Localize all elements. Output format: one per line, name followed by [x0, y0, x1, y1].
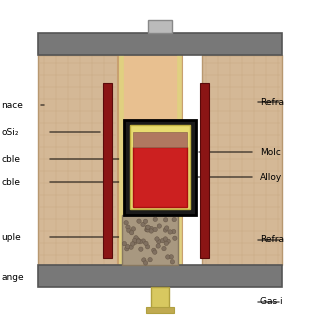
Circle shape: [146, 225, 150, 229]
Bar: [200, 83, 209, 258]
Circle shape: [156, 239, 161, 244]
Circle shape: [165, 255, 170, 259]
Circle shape: [129, 245, 133, 249]
Circle shape: [164, 226, 169, 230]
Text: Refra: Refra: [260, 236, 284, 244]
Circle shape: [164, 241, 168, 245]
Bar: [133, 132, 187, 147]
Text: ange: ange: [1, 273, 24, 282]
Bar: [103, 83, 112, 258]
Circle shape: [141, 222, 145, 227]
Text: oSi₂: oSi₂: [1, 127, 19, 137]
Circle shape: [153, 250, 157, 254]
Circle shape: [139, 247, 143, 252]
Circle shape: [141, 239, 146, 243]
Circle shape: [143, 261, 148, 265]
Circle shape: [142, 258, 146, 262]
Circle shape: [163, 228, 168, 232]
Bar: [118, 55, 182, 265]
Circle shape: [122, 242, 127, 246]
Circle shape: [137, 219, 141, 223]
Bar: [202, 55, 282, 265]
Circle shape: [138, 239, 142, 244]
Circle shape: [124, 247, 129, 251]
Text: nace: nace: [1, 100, 23, 109]
Text: cble: cble: [1, 178, 20, 187]
Bar: [133, 147, 187, 207]
Circle shape: [125, 244, 130, 249]
Bar: [130, 125, 190, 209]
Circle shape: [157, 224, 162, 228]
Circle shape: [164, 218, 168, 222]
Bar: [122, 215, 178, 265]
Circle shape: [143, 219, 148, 223]
Bar: [119, 55, 123, 265]
Circle shape: [133, 240, 137, 244]
Circle shape: [144, 241, 148, 245]
Circle shape: [162, 246, 166, 251]
Circle shape: [145, 225, 149, 229]
Circle shape: [127, 228, 131, 233]
Circle shape: [163, 237, 168, 241]
Bar: [38, 265, 282, 287]
Circle shape: [155, 237, 159, 241]
Circle shape: [126, 225, 130, 229]
Bar: [38, 55, 118, 265]
Circle shape: [156, 244, 160, 248]
Circle shape: [172, 217, 176, 222]
Circle shape: [160, 238, 165, 243]
Circle shape: [168, 230, 172, 234]
Bar: [124, 120, 196, 215]
Circle shape: [149, 226, 153, 231]
Text: Furn: Furn: [260, 39, 280, 49]
Text: Refra: Refra: [260, 98, 284, 107]
Circle shape: [145, 244, 150, 249]
Circle shape: [130, 230, 134, 235]
Circle shape: [172, 229, 176, 234]
Text: Molc: Molc: [260, 148, 281, 156]
Circle shape: [124, 220, 128, 225]
Circle shape: [136, 238, 140, 242]
Circle shape: [173, 236, 177, 240]
Text: uple: uple: [1, 233, 21, 242]
Text: Gas i: Gas i: [260, 298, 283, 307]
Circle shape: [145, 228, 149, 232]
Circle shape: [170, 260, 175, 264]
Text: Alloy: Alloy: [260, 172, 282, 181]
Circle shape: [148, 258, 152, 262]
Circle shape: [169, 255, 173, 259]
Bar: [177, 55, 181, 265]
Circle shape: [149, 229, 154, 233]
Circle shape: [131, 227, 136, 231]
Text: cble: cble: [1, 155, 20, 164]
Circle shape: [134, 236, 138, 240]
Circle shape: [146, 228, 150, 232]
Circle shape: [131, 242, 135, 246]
Circle shape: [136, 239, 140, 243]
Bar: [146, 307, 174, 313]
Circle shape: [153, 227, 157, 232]
Circle shape: [153, 217, 157, 221]
Bar: [148, 20, 172, 33]
Bar: [151, 287, 169, 310]
Circle shape: [132, 238, 137, 243]
Circle shape: [166, 239, 170, 244]
Circle shape: [152, 248, 156, 252]
Bar: [38, 33, 282, 55]
